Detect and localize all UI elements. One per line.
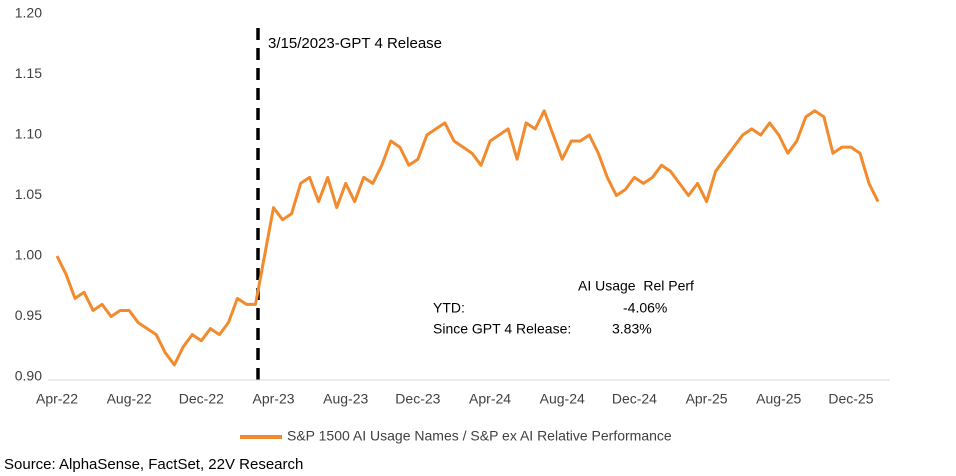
- x-tick-label: Dec-22: [179, 391, 224, 407]
- table-cell: YTD:: [433, 300, 465, 316]
- x-tick-label: Aug-25: [756, 391, 801, 407]
- x-tick-label: Apr-23: [253, 391, 295, 407]
- y-tick-label: 1.15: [15, 65, 42, 81]
- y-tick-label: 1.20: [15, 5, 42, 21]
- y-tick-label: 1.05: [15, 186, 42, 202]
- x-tick-label: Apr-24: [469, 391, 511, 407]
- x-tick-label: Apr-25: [686, 391, 728, 407]
- y-tick-label: 1.10: [15, 126, 42, 142]
- x-tick-label: Dec-23: [395, 391, 440, 407]
- x-tick-label: Apr-22: [36, 391, 78, 407]
- y-tick-label: 0.95: [15, 307, 42, 323]
- x-tick-label: Dec-24: [612, 391, 657, 407]
- x-tick-label: Aug-23: [323, 391, 368, 407]
- legend-label: S&P 1500 AI Usage Names / S&P ex AI Rela…: [287, 428, 672, 444]
- y-tick-label: 0.90: [15, 368, 42, 384]
- x-tick-label: Aug-24: [540, 391, 585, 407]
- table-cell: 3.83%: [612, 321, 652, 337]
- source: Source: AlphaSense, FactSet, 22V Researc…: [4, 456, 303, 473]
- x-tick-label: Aug-22: [107, 391, 152, 407]
- y-tick-label: 1.00: [15, 247, 42, 263]
- annotation: 3/15/2023-GPT 4 Release: [268, 35, 442, 52]
- series-line: [55, 109, 880, 367]
- table-cell: Since GPT 4 Release:: [433, 321, 571, 337]
- x-tick-label: Dec-25: [828, 391, 873, 407]
- table-header: AI Usage Rel Perf: [578, 278, 694, 294]
- table-cell: -4.06%: [623, 300, 667, 316]
